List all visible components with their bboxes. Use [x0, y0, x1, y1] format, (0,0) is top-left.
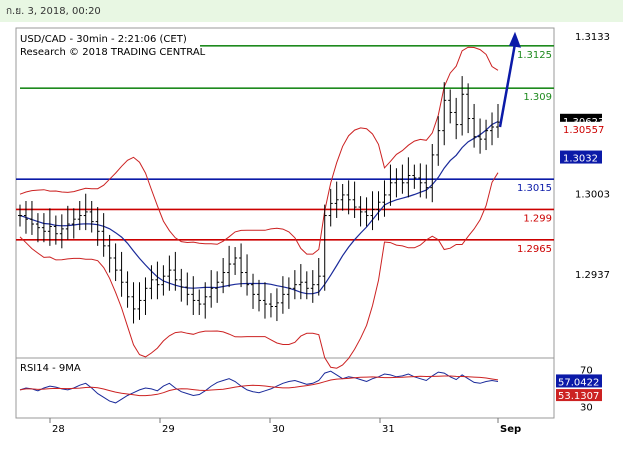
bollinger-upper — [19, 46, 499, 255]
timestamp: ก.ย. 3, 2018, 00:20 — [6, 6, 101, 17]
rsi-group: RSI14 - 9MA 70 30 57.0422 53.1307 — [19, 363, 602, 414]
rsi-ma-line — [19, 375, 499, 397]
chart-info: USD/CAD - 30min - 2:21:06 (CET) Research… — [20, 33, 205, 59]
rsi-value-box — [556, 374, 602, 388]
support-2-label: 1.299 — [523, 213, 552, 224]
chart-subtitle: Research © 2018 TRADING CENTRAL — [20, 47, 206, 58]
resistance-2-label: 1.309 — [523, 92, 552, 103]
candles-group — [18, 31, 521, 324]
resistance-1-label: 1.3125 — [517, 50, 552, 61]
rsi-ma-value-box — [556, 389, 602, 402]
rsi-ma-value-label: 53.1307 — [558, 391, 599, 402]
bollinger-lower — [19, 172, 499, 369]
x-tick-label: 28 — [52, 424, 65, 435]
x-tick-label: 29 — [162, 424, 175, 435]
top-bar: ก.ย. 3, 2018, 00:20 — [0, 0, 623, 22]
chart-title: USD/CAD - 30min - 2:21:06 (CET) — [20, 34, 187, 45]
support-1-label: 1.3015 — [517, 183, 552, 194]
price-panel-frame — [15, 27, 555, 359]
rsi-line — [19, 370, 499, 404]
pivot-price-box — [560, 150, 602, 164]
x-tick-label: Sep — [500, 424, 521, 435]
axes-group: 1.31331.30031.29371.306231.305571.303228… — [49, 32, 610, 435]
ask-price-box — [560, 121, 602, 135]
ask-price-label: 1.30557 — [563, 125, 604, 136]
x-tick-label: 31 — [382, 424, 395, 435]
levels-group: 1.3125 1.309 1.3015 1.299 1.2965 — [16, 44, 554, 255]
rsi-tick-30: 30 — [580, 403, 593, 414]
target-arrow — [498, 43, 517, 128]
support-3-label: 1.2965 — [517, 244, 552, 255]
pivot-price-label: 1.3032 — [563, 154, 598, 165]
y-tick-label: 1.2937 — [575, 270, 610, 281]
x-tick-label: 30 — [272, 424, 285, 435]
y-tick-label: 1.3133 — [575, 32, 610, 43]
rsi-value-label: 57.0422 — [558, 377, 599, 388]
target-arrowhead — [509, 31, 521, 48]
rsi-title: RSI14 - 9MA — [20, 363, 81, 374]
rsi-tick-70: 70 — [580, 365, 593, 376]
y-tick-label: 1.3003 — [575, 190, 610, 201]
